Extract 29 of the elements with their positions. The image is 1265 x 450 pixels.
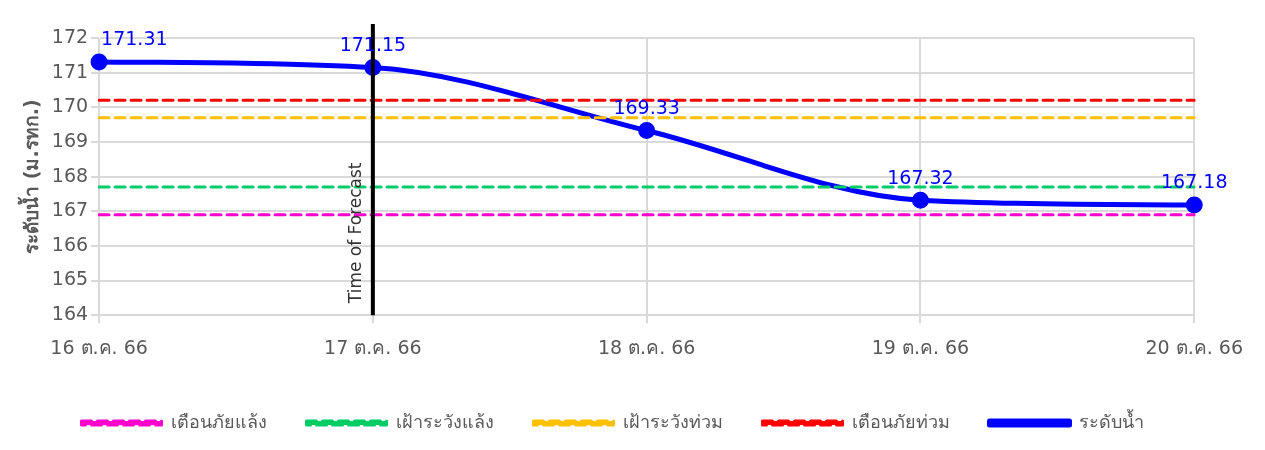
legend-label: เตือนภัยแล้ง (170, 410, 267, 432)
y-tick-label: 167 (51, 198, 89, 221)
y-tick-label: 165 (51, 267, 89, 290)
x-tick-label: 18 ต.ค. 66 (597, 335, 696, 358)
x-tick-label: 20 ต.ค. 66 (1145, 335, 1243, 358)
x-tick-label: 19 ต.ค. 66 (871, 335, 970, 358)
y-tick-label: 171 (51, 59, 89, 82)
data-label: 167.32 (887, 165, 954, 188)
point (90, 53, 108, 71)
y-tick-label: 164 (51, 302, 89, 325)
y-tick-label: 169 (51, 128, 89, 151)
x-tick-label: 17 ต.ค. 66 (324, 335, 422, 358)
y-tick-label: 170 (51, 94, 89, 117)
legend-label: เฝ้าระวังแล้ง (395, 410, 494, 432)
legend-label: ระดับน้ำ (1078, 408, 1144, 432)
data-label: 171.31 (101, 27, 168, 50)
data-label: 167.18 (1161, 170, 1228, 193)
legend-label: เฝ้าระวังท่วม (622, 410, 723, 432)
y-tick-label: 168 (51, 163, 89, 186)
point (638, 122, 656, 140)
legend-label: เตือนภัยท่วม (851, 410, 950, 432)
ref-line-label: Time of Forecast (344, 162, 365, 305)
y-axis-title: ระดับน้ำ (ม.รทก.) (17, 99, 43, 254)
point (911, 191, 929, 209)
point (1185, 196, 1203, 214)
x-tick-label: 16 ต.ค. 66 (50, 335, 148, 358)
data-label: 169.33 (613, 95, 680, 118)
y-tick-label: 172 (51, 24, 89, 47)
y-tick-label: 166 (51, 232, 89, 255)
